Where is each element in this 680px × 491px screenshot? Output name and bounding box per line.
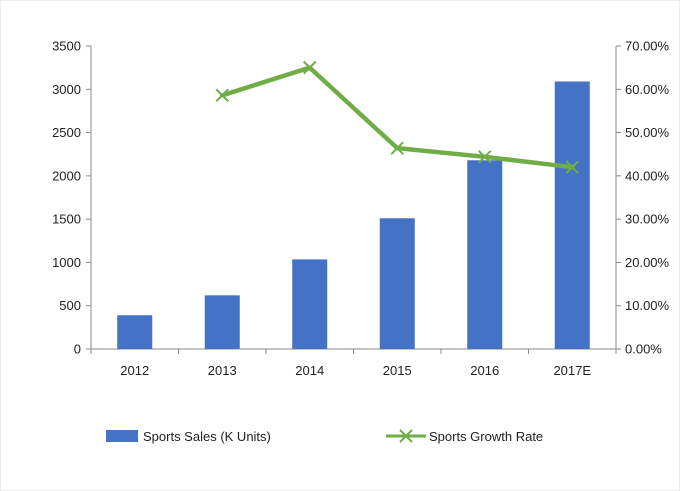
x-tick-label: 2017E [553,363,591,378]
left-tick-label: 3500 [52,39,81,54]
legend-swatch-bar [106,430,138,442]
x-tick-label: 2015 [383,363,412,378]
marker-stroke [399,429,413,443]
x-tick-label: 2016 [470,363,499,378]
line-point-marker [565,160,579,174]
marker-stroke [478,150,492,164]
bar-series [117,81,590,349]
bar [379,218,415,349]
legend-label-line: Sports Growth Rate [429,429,543,444]
line-point-marker [215,88,229,103]
right-tick-label: 10.00% [625,298,670,313]
left-tick-label: 500 [59,298,81,313]
left-tick-label: 2500 [52,125,81,140]
right-tick-label: 20.00% [625,255,670,270]
right-tick-label: 0.00% [625,342,662,357]
line-point-marker [390,141,404,155]
marker-stroke [215,88,229,103]
line-series [215,60,579,174]
right-tick-label: 30.00% [625,212,670,227]
marker-stroke [565,160,579,174]
x-tick-label: 2014 [295,363,324,378]
marker-stroke [303,60,317,75]
bar [117,315,153,349]
marker-stroke [390,141,404,155]
bar [204,295,240,349]
axes: 0 500 1000 1500 2000 2500 3000 3500 0.00% 10.00% 2… [52,39,669,379]
right-tick-label: 70.00% [625,39,670,54]
bar [554,81,590,349]
x-tick-label: 2012 [120,363,149,378]
left-tick-label: 0 [74,342,81,357]
line-point-marker [303,60,317,75]
left-tick-label: 2000 [52,168,81,183]
legend: Sports Sales (K Units) Sports Growth Rate [106,429,543,444]
legend-marker [399,429,413,443]
left-tick-label: 1500 [52,212,81,227]
line-point-marker [478,150,492,164]
bar [467,160,503,349]
bar [292,259,328,349]
right-tick-label: 40.00% [625,168,670,183]
legend-label-bar: Sports Sales (K Units) [143,429,271,444]
x-tick-label: 2013 [208,363,237,378]
right-tick-label: 60.00% [625,82,670,97]
left-tick-label: 3000 [52,82,81,97]
right-tick-label: 50.00% [625,125,670,140]
left-tick-label: 1000 [52,255,81,270]
